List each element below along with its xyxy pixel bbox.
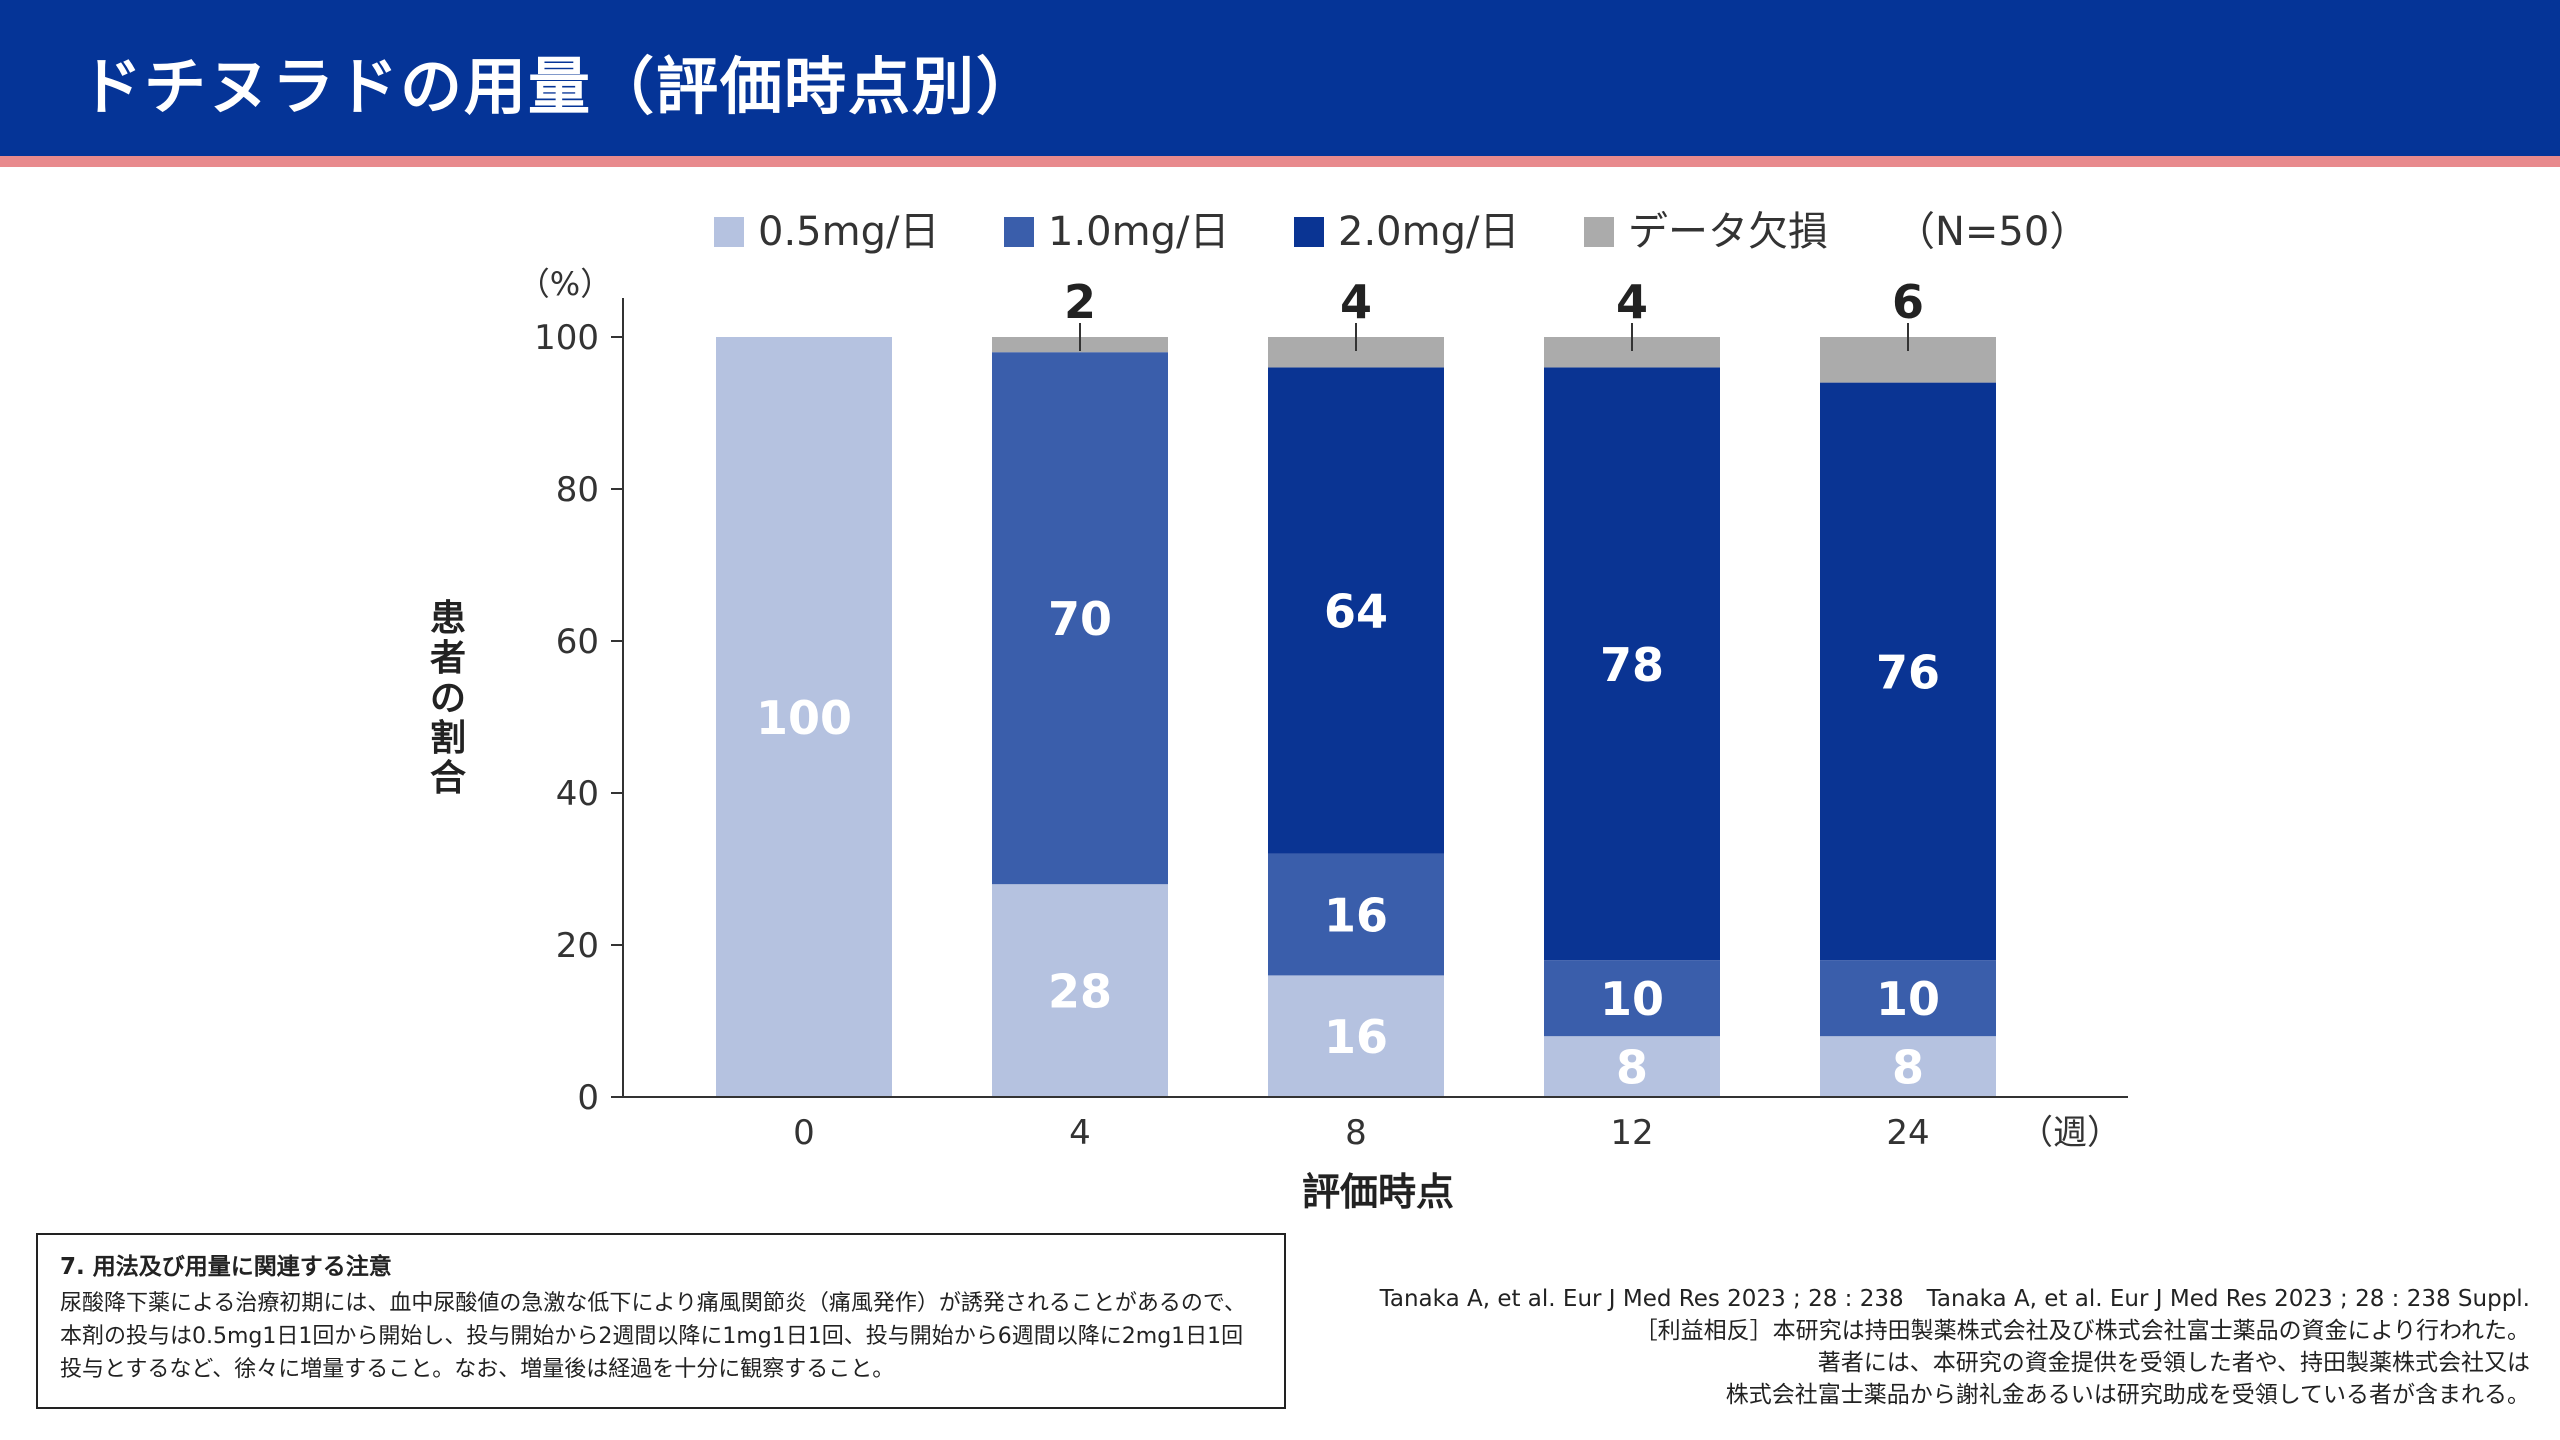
x-tick-label: 12: [1610, 1113, 1653, 1153]
page-title: ドチヌラドの用量（評価時点別）: [80, 50, 1041, 123]
y-tick-label: 40: [556, 774, 599, 814]
header-bar: ドチヌラドの用量（評価時点別）: [0, 0, 2560, 156]
bar-value-label: 28: [1048, 965, 1112, 1019]
bar-segment: [716, 337, 892, 1097]
y-axis-label-char: 者: [430, 638, 466, 679]
y-axis-label-char: の: [430, 678, 466, 719]
y-tick-label: 20: [556, 926, 599, 966]
x-tick-label: 0: [793, 1113, 815, 1153]
dosage-note-box: 7. 用法及び用量に関連する注意 尿酸降下薬による治療初期には、血中尿酸値の急激…: [36, 1233, 1286, 1409]
bar-value-label: 10: [1600, 972, 1664, 1026]
note-title: 7. 用法及び用量に関連する注意: [60, 1254, 392, 1280]
conflict-of-interest-1: ［利益相反］本研究は持田製薬株式会社及び株式会社富士薬品の資金により行われた。: [1634, 1318, 2530, 1344]
x-tick-label: 24: [1886, 1113, 1929, 1153]
bar-value-label: 100: [756, 691, 852, 745]
bar-value-label: 8: [1616, 1041, 1648, 1095]
missing-count-label: 4: [1340, 275, 1372, 329]
legend-label: 0.5mg/日: [758, 209, 939, 255]
note-body: 尿酸降下薬による治療初期には、血中尿酸値の急激な低下により痛風関節炎（痛風発作）…: [60, 1291, 1247, 1382]
bar-segment: [1268, 367, 1444, 854]
stacked-bar-chart: 020406080100（%）患者の割合10002870241616644881…: [430, 209, 2128, 1214]
x-tick-label: 8: [1345, 1113, 1367, 1153]
y-tick-label: 100: [534, 318, 599, 358]
bar-segment: [1268, 975, 1444, 1097]
conflict-of-interest-3: 株式会社富士薬品から謝礼金あるいは研究助成を受領している者が含まれる。: [1725, 1382, 2530, 1408]
bar-segment: [1544, 367, 1720, 961]
bar-value-label: 76: [1876, 645, 1940, 699]
x-axis-unit: （週）: [2019, 1113, 2121, 1153]
y-axis-label-char: 合: [430, 758, 466, 799]
y-tick-label: 60: [556, 622, 599, 662]
bar-segment: [1544, 1036, 1720, 1097]
legend-label: 1.0mg/日: [1048, 209, 1229, 255]
y-axis-label-char: 患: [430, 598, 466, 639]
bar-value-label: 10: [1876, 972, 1940, 1026]
y-axis-label-char: 割: [430, 718, 466, 759]
legend-swatch: [714, 217, 744, 247]
bar-value-label: 16: [1324, 889, 1388, 943]
legend-swatch: [1584, 217, 1614, 247]
conflict-of-interest-2: 著者には、本研究の資金提供を受領した者や、持田製薬株式会社又は: [1817, 1350, 2530, 1376]
references: Tanaka A, et al. Eur J Med Res 2023 ; 28…: [1300, 1283, 2530, 1411]
legend-swatch: [1294, 217, 1324, 247]
bar-value-label: 64: [1324, 585, 1388, 639]
legend-sample-size: （N=50）: [1895, 209, 2089, 255]
missing-count-label: 2: [1064, 275, 1096, 329]
y-axis-unit: （%）: [518, 265, 612, 303]
bar-value-label: 78: [1600, 638, 1664, 692]
citation: Tanaka A, et al. Eur J Med Res 2023 ; 28…: [1379, 1286, 2530, 1312]
missing-count-label: 6: [1892, 275, 1924, 329]
x-tick-label: 4: [1069, 1113, 1091, 1153]
bar-segment: [1268, 853, 1444, 976]
bar-value-label: 16: [1324, 1010, 1388, 1064]
missing-count-label: 4: [1616, 275, 1648, 329]
bar-value-label: 70: [1048, 592, 1112, 646]
legend-label: 2.0mg/日: [1338, 209, 1519, 255]
y-tick-label: 0: [577, 1078, 599, 1118]
bar-segment: [1820, 1036, 1996, 1097]
bar-segment: [1544, 960, 1720, 1037]
header-accent-stripe: [0, 156, 2560, 167]
legend-swatch: [1004, 217, 1034, 247]
bar-segment: [992, 352, 1168, 885]
bar-segment: [992, 884, 1168, 1097]
legend-label: データ欠損: [1628, 209, 1828, 255]
bar-segment: [1820, 960, 1996, 1037]
bar-segment: [1820, 382, 1996, 961]
x-axis-label: 評価時点: [1302, 1170, 1454, 1214]
bar-value-label: 8: [1892, 1041, 1924, 1095]
y-tick-label: 80: [556, 470, 599, 510]
